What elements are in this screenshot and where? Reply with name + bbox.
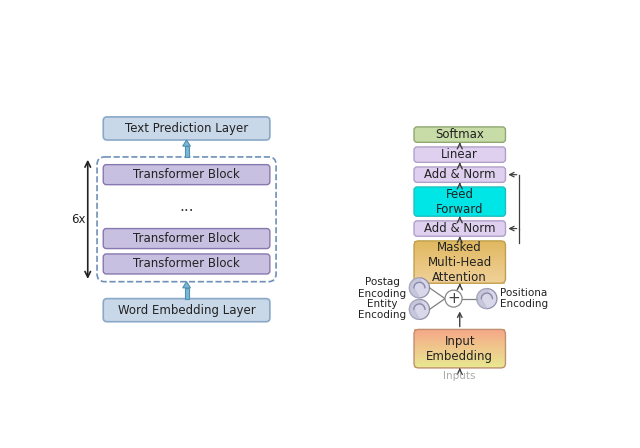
Text: Word Embedding Layer: Word Embedding Layer xyxy=(118,304,255,317)
Text: Entity
Encoding: Entity Encoding xyxy=(358,299,406,320)
Text: Softmax: Softmax xyxy=(435,128,484,141)
Bar xyxy=(414,331,506,333)
Bar xyxy=(414,261,506,263)
Bar xyxy=(414,254,506,257)
Text: Feed
Forward: Feed Forward xyxy=(436,188,483,215)
FancyBboxPatch shape xyxy=(414,127,506,142)
Text: Masked
Multi-Head
Attention: Masked Multi-Head Attention xyxy=(428,241,492,284)
Circle shape xyxy=(477,289,497,309)
FancyBboxPatch shape xyxy=(103,254,270,274)
Bar xyxy=(414,336,506,337)
Bar xyxy=(414,339,506,340)
Polygon shape xyxy=(477,289,492,309)
Circle shape xyxy=(410,299,429,319)
Bar xyxy=(414,354,506,356)
FancyBboxPatch shape xyxy=(414,221,506,236)
Text: Text Prediction Layer: Text Prediction Layer xyxy=(125,122,248,135)
Bar xyxy=(414,356,506,358)
Text: Add & Norm: Add & Norm xyxy=(424,168,495,181)
FancyBboxPatch shape xyxy=(103,299,270,322)
Text: Inputs: Inputs xyxy=(444,370,476,381)
Bar xyxy=(414,346,506,348)
Bar xyxy=(414,362,506,364)
Bar xyxy=(414,353,506,354)
Circle shape xyxy=(410,278,429,298)
Polygon shape xyxy=(182,140,191,146)
Bar xyxy=(414,242,506,245)
Text: Input
Embedding: Input Embedding xyxy=(426,335,493,363)
Text: Transformer Block: Transformer Block xyxy=(133,168,240,181)
Circle shape xyxy=(445,290,462,307)
Bar xyxy=(414,357,506,359)
Bar xyxy=(414,332,506,334)
Bar xyxy=(414,280,506,282)
Bar xyxy=(414,273,506,275)
Polygon shape xyxy=(184,146,189,157)
Bar xyxy=(414,278,506,280)
Bar xyxy=(414,281,506,284)
Bar xyxy=(414,329,506,332)
Text: ...: ... xyxy=(179,199,194,214)
Bar xyxy=(414,246,506,248)
Bar xyxy=(414,348,506,350)
Polygon shape xyxy=(182,282,191,288)
FancyBboxPatch shape xyxy=(103,165,270,185)
Bar xyxy=(414,359,506,361)
Bar xyxy=(414,349,506,351)
Bar xyxy=(414,253,506,255)
Bar xyxy=(414,268,506,270)
Polygon shape xyxy=(410,299,425,319)
Bar xyxy=(414,275,506,277)
Bar xyxy=(414,256,506,258)
Bar xyxy=(414,334,506,336)
Bar xyxy=(414,265,506,267)
Text: Transformer Block: Transformer Block xyxy=(133,258,240,271)
Bar xyxy=(414,271,506,273)
Text: Transformer Block: Transformer Block xyxy=(133,232,240,245)
Bar xyxy=(414,360,506,362)
Text: 6x: 6x xyxy=(71,213,86,226)
Text: Postag
Encoding: Postag Encoding xyxy=(358,277,406,299)
Bar xyxy=(414,266,506,268)
Bar xyxy=(414,276,506,279)
Bar xyxy=(414,342,506,344)
FancyBboxPatch shape xyxy=(414,167,506,182)
Bar xyxy=(414,270,506,272)
Bar xyxy=(414,345,506,347)
Bar xyxy=(414,366,506,368)
Bar xyxy=(414,343,506,345)
Text: Linear: Linear xyxy=(442,148,478,161)
FancyBboxPatch shape xyxy=(414,147,506,162)
Bar xyxy=(414,248,506,250)
Bar xyxy=(414,241,506,243)
Bar xyxy=(414,251,506,253)
Bar xyxy=(414,250,506,251)
FancyBboxPatch shape xyxy=(414,187,506,216)
Text: Add & Norm: Add & Norm xyxy=(424,222,495,235)
Polygon shape xyxy=(184,288,189,299)
Text: +: + xyxy=(447,291,460,306)
Bar xyxy=(414,263,506,265)
Bar xyxy=(414,244,506,246)
Bar xyxy=(414,337,506,339)
Bar xyxy=(414,259,506,262)
Bar xyxy=(414,363,506,365)
Bar xyxy=(414,340,506,342)
Text: Positiona
Encoding: Positiona Encoding xyxy=(500,288,548,310)
FancyBboxPatch shape xyxy=(103,228,270,249)
Polygon shape xyxy=(410,278,425,298)
Bar xyxy=(414,258,506,260)
FancyBboxPatch shape xyxy=(103,117,270,140)
Bar xyxy=(414,365,506,367)
Bar xyxy=(414,351,506,353)
